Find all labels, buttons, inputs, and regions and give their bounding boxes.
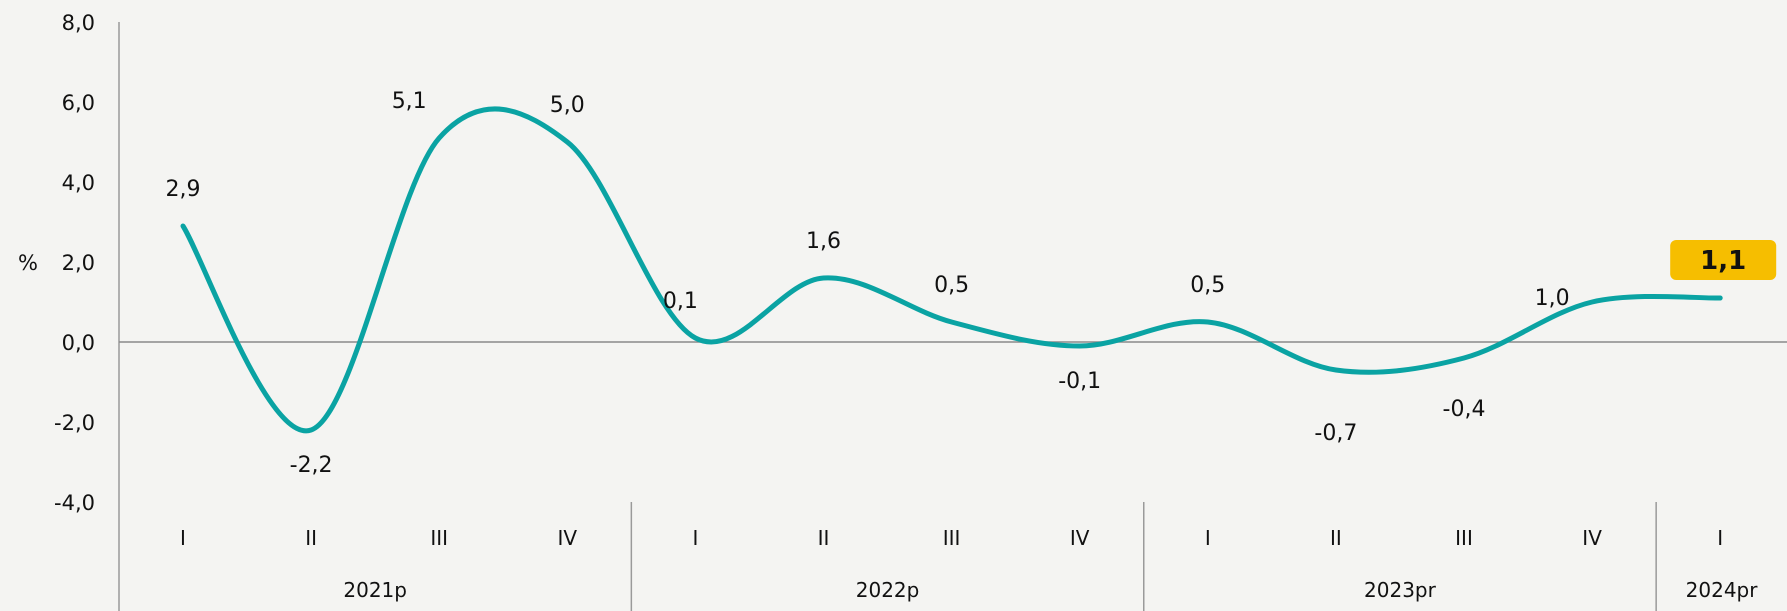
data-label: 2,9 xyxy=(166,177,201,202)
data-label: -0,1 xyxy=(1058,369,1101,394)
data-label: 0,1 xyxy=(663,289,698,314)
x-category-label: II xyxy=(1330,526,1342,550)
x-category-label: I xyxy=(1205,526,1211,550)
x-group-label: 2024pr xyxy=(1686,578,1759,602)
data-label: -2,2 xyxy=(290,453,333,478)
y-tick-label: 0,0 xyxy=(62,331,95,355)
highlight-badge xyxy=(1670,240,1777,280)
series-line xyxy=(180,106,1723,434)
data-label: 0,5 xyxy=(1190,273,1225,298)
x-category-label: III xyxy=(943,526,961,550)
x-category-label: III xyxy=(1455,526,1473,550)
data-label: 1,6 xyxy=(806,229,841,254)
y-tick-label: 8,0 xyxy=(62,11,95,35)
x-group-label: 2022p xyxy=(856,578,920,602)
y-tick-label: 4,0 xyxy=(62,171,95,195)
x-category-label: III xyxy=(430,526,448,550)
y-tick-label: -4,0 xyxy=(54,491,95,515)
y-tick-label: 2,0 xyxy=(62,251,95,275)
data-label: 5,0 xyxy=(550,93,585,118)
x-category-label: IV xyxy=(558,526,578,550)
y-tick-label: -2,0 xyxy=(54,411,95,435)
x-group-label: 2023pr xyxy=(1364,578,1437,602)
data-label: 5,1 xyxy=(392,89,427,114)
data-label: 0,5 xyxy=(934,273,969,298)
data-label: -0,7 xyxy=(1314,421,1357,446)
data-label: 1,0 xyxy=(1535,286,1570,311)
x-category-label: IV xyxy=(1070,526,1090,550)
x-category-label: II xyxy=(818,526,830,550)
x-category-label: IV xyxy=(1582,526,1602,550)
x-category-label: I xyxy=(692,526,698,550)
x-category-label: I xyxy=(1717,526,1723,550)
data-label: -0,4 xyxy=(1443,397,1486,422)
x-group-label: 2021p xyxy=(343,578,407,602)
y-tick-label: 6,0 xyxy=(62,91,95,115)
y-axis-unit-label: % xyxy=(18,251,38,275)
x-category-label: II xyxy=(305,526,317,550)
x-category-label: I xyxy=(180,526,186,550)
highlight-label: 1,1 xyxy=(1700,246,1746,276)
